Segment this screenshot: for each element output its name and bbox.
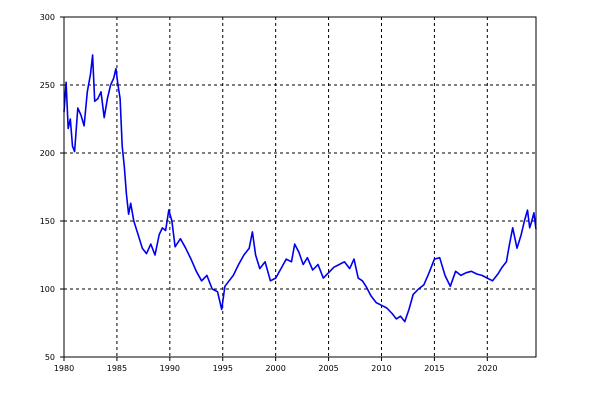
y-tick-label: 150 [40,217,55,226]
axes: 1980 1985 1990 1995 2000 2005 2010 2015 2020 50 10… [40,13,498,373]
plot-frame [63,16,537,358]
grid [64,17,536,357]
y-tick-label: 250 [40,81,55,90]
y-tick-label: 300 [40,13,55,22]
x-tick-label: 2000 [265,364,285,373]
x-tick-label: 2020 [477,364,497,373]
x-tick-label: 1990 [160,364,180,373]
x-tick-label: 1995 [213,364,233,373]
x-tick-label: 1985 [107,364,127,373]
series-line [63,54,537,323]
x-tick-label: 2015 [424,364,444,373]
y-tick-label: 50 [45,353,55,362]
x-tick-label: 1980 [54,364,74,373]
x-tick-label: 2010 [371,364,391,373]
y-tick-label: 200 [40,149,55,158]
y-tick-label: 100 [40,285,55,294]
series-layer [63,54,537,323]
x-tick-label: 2005 [318,364,338,373]
